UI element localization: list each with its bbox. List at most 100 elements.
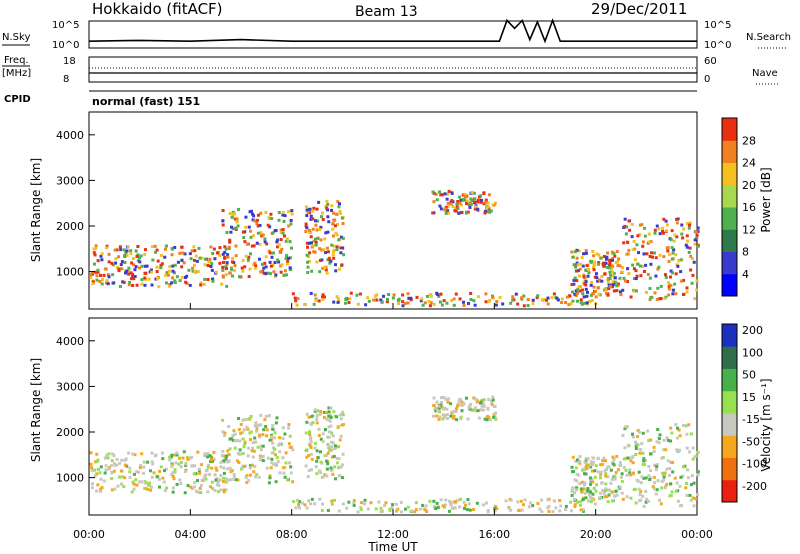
echo-cell	[143, 276, 147, 280]
echo-cell	[150, 270, 154, 274]
echo-cell	[327, 220, 331, 224]
echo-cell	[276, 245, 280, 249]
echo-cell	[662, 438, 666, 442]
echo-cell	[322, 415, 326, 419]
echo-cell	[200, 479, 204, 483]
echo-cell	[481, 503, 485, 507]
echo-cell	[282, 466, 286, 470]
echo-cell	[576, 287, 580, 291]
echo-cell	[199, 281, 203, 285]
echo-cell	[245, 242, 249, 246]
echo-cell	[200, 463, 204, 467]
echo-cell	[175, 482, 179, 486]
echo-cell	[646, 429, 650, 433]
echo-cell	[620, 472, 624, 476]
echo-cell	[564, 300, 568, 304]
echo-cell	[571, 486, 575, 490]
echo-cell	[224, 267, 228, 271]
echo-cell	[627, 219, 631, 223]
echo-cell	[254, 264, 258, 268]
echo-cell	[588, 299, 592, 303]
echo-cell	[591, 492, 595, 496]
echo-cell	[607, 287, 611, 291]
echo-cell	[235, 220, 239, 224]
echo-cell	[536, 502, 540, 506]
echo-cell	[581, 498, 585, 502]
echo-cell	[687, 423, 691, 427]
echo-cell	[618, 276, 622, 280]
echo-cell	[583, 277, 587, 281]
echo-cell	[635, 262, 639, 266]
colorbar-swatch	[722, 184, 737, 208]
echo-cell	[241, 437, 245, 441]
echo-cell	[604, 261, 608, 265]
echo-cell	[277, 218, 281, 222]
echo-cell	[509, 498, 513, 502]
echo-cell	[309, 436, 313, 440]
echo-cell	[577, 249, 581, 253]
echo-cell	[469, 291, 473, 295]
echo-cell	[681, 423, 685, 427]
echo-cell	[138, 266, 142, 270]
echo-cell	[232, 269, 236, 273]
echo-cell	[96, 259, 100, 263]
echo-cell	[494, 417, 498, 421]
echo-cell	[636, 479, 640, 483]
echo-cell	[662, 478, 666, 482]
echo-cell	[449, 202, 453, 206]
echo-cell	[242, 464, 246, 468]
echo-cell	[332, 447, 336, 451]
echo-cell	[230, 267, 234, 271]
echo-cell	[644, 290, 648, 294]
echo-cell	[647, 474, 651, 478]
echo-cell	[206, 455, 210, 459]
echo-cell	[680, 279, 684, 283]
echo-cell	[171, 490, 175, 494]
echo-cell	[592, 268, 596, 272]
echo-cell	[594, 489, 598, 493]
echo-cell	[155, 265, 159, 269]
echo-cell	[623, 427, 627, 431]
echo-cell	[172, 477, 176, 481]
echo-cell	[602, 491, 606, 495]
echo-cell	[179, 465, 183, 469]
echo-cell	[142, 460, 146, 464]
echo-cell	[619, 475, 623, 479]
echo-cell	[105, 279, 109, 283]
echo-cell	[92, 262, 96, 266]
echo-cell	[115, 457, 119, 461]
echo-cell	[338, 210, 342, 214]
echo-cell	[454, 292, 458, 296]
echo-cell	[135, 470, 139, 474]
echo-cell	[651, 255, 655, 259]
echo-cell	[311, 209, 315, 213]
echo-cell	[663, 296, 667, 300]
echo-cell	[664, 219, 668, 223]
echo-cell	[281, 228, 285, 232]
echo-cell	[193, 481, 197, 485]
echo-cell	[664, 448, 668, 452]
echo-cell	[315, 472, 319, 476]
echo-cell	[666, 459, 670, 463]
y-tick-label: 1000	[56, 472, 84, 485]
echo-cell	[428, 293, 432, 297]
echo-cell	[191, 266, 195, 270]
echo-cell	[487, 210, 491, 214]
echo-cell	[260, 234, 264, 238]
echo-cell	[180, 245, 184, 249]
echo-cell	[120, 458, 124, 462]
echo-cell	[220, 454, 224, 458]
echo-cell	[269, 272, 273, 276]
echo-cell	[677, 259, 681, 263]
echo-cell	[251, 446, 255, 450]
echo-cell	[656, 427, 660, 431]
echo-cell	[339, 434, 343, 438]
echo-cell	[238, 275, 242, 279]
echo-cell	[434, 192, 438, 196]
echo-cell	[624, 232, 628, 236]
echo-cell	[255, 472, 259, 476]
echo-cell	[278, 442, 282, 446]
echo-cell	[575, 472, 579, 476]
echo-cell	[224, 480, 228, 484]
echo-cell	[443, 415, 447, 419]
